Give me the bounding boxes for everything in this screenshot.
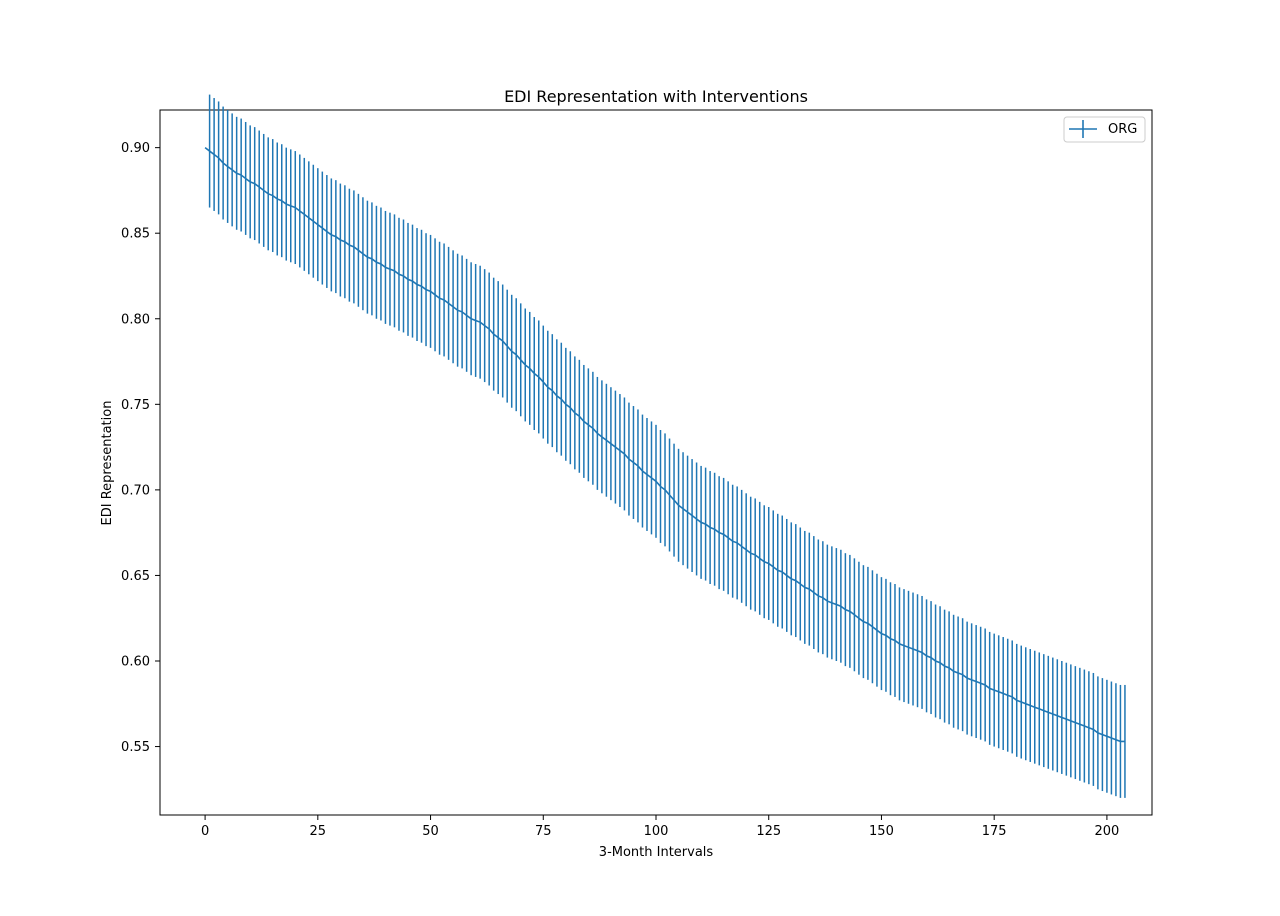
y-axis: 0.55 0.60 0.65 0.70 0.75 0.80 0.85 0.90 [121,141,160,755]
x-tick-label: 50 [422,824,439,839]
legend: ORG [1063,116,1146,143]
y-tick-label: 0.80 [121,312,150,327]
chart-title: EDI Representation with Interventions [504,87,808,106]
x-tick-label: 150 [869,824,894,839]
x-tick-label: 100 [644,824,669,839]
y-tick-label: 0.75 [121,398,150,413]
x-tick-label: 25 [310,824,327,839]
x-tick-label: 0 [201,824,209,839]
x-tick-label: 125 [756,824,781,839]
y-tick-label: 0.90 [121,141,150,156]
y-tick-label: 0.65 [121,569,150,584]
y-tick-label: 0.55 [121,740,150,755]
y-tick-label: 0.60 [121,654,150,669]
legend-label-org: ORG [1108,122,1137,137]
x-tick-label: 175 [982,824,1007,839]
x-tick-label: 75 [535,824,552,839]
x-axis: 0 25 50 75 100 125 150 175 200 [201,815,1119,839]
y-tick-label: 0.70 [121,483,150,498]
x-axis-label: 3-Month Intervals [599,845,714,860]
legend-box [1063,116,1146,143]
y-tick-label: 0.85 [121,227,150,242]
y-axis-label: EDI Representation [100,401,115,526]
series-line-org [204,147,1125,743]
x-tick-label: 200 [1094,824,1119,839]
